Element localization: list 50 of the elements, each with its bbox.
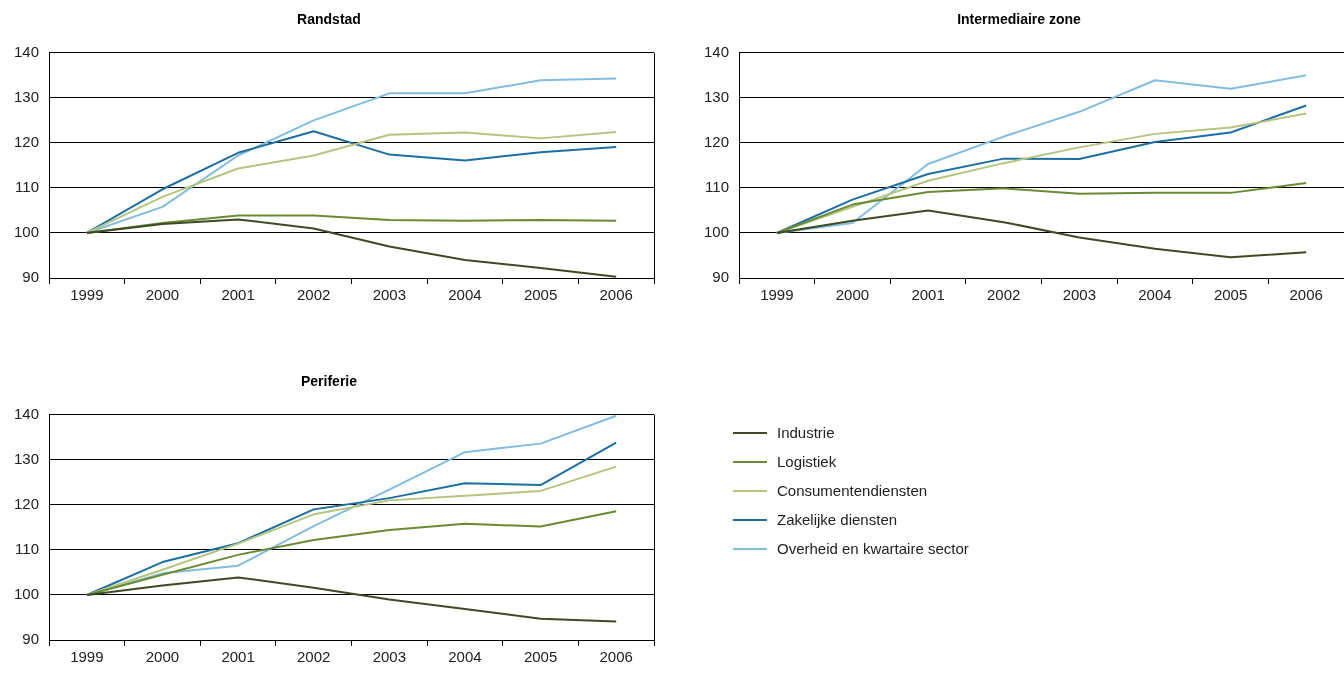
x-tick-label: 2004 <box>1138 286 1172 304</box>
x-tick-label: 2002 <box>297 648 331 666</box>
x-tick-label: 2004 <box>448 286 482 304</box>
x-tick-label: 1999 <box>760 286 794 304</box>
x-tick-label: 2001 <box>911 286 945 304</box>
x-tick-label: 2005 <box>1213 286 1248 304</box>
x-tick-label: 2006 <box>599 648 633 666</box>
y-tick-label: 90 <box>22 630 40 648</box>
x-tick-label: 1999 <box>70 648 104 666</box>
x-tick-label: 2003 <box>1062 286 1097 304</box>
x-tick-label: 2005 <box>523 286 558 304</box>
y-tick-label: 110 <box>15 540 40 558</box>
legend-label: Industrie <box>777 424 835 441</box>
y-tick-label: 120 <box>14 495 40 513</box>
x-tick-label: 1999 <box>70 286 104 304</box>
y-tick-label: 140 <box>14 42 40 60</box>
y-tick-label: 140 <box>704 42 730 60</box>
legend-label: Overheid en kwartaire sector <box>777 540 969 557</box>
y-tick-label: 130 <box>14 87 40 105</box>
x-tick-label: 2003 <box>372 648 407 666</box>
y-tick-label: 110 <box>15 178 40 196</box>
chart-title: Periferie <box>300 373 358 390</box>
x-tick-label: 2003 <box>372 286 407 304</box>
x-tick-label: 2002 <box>987 286 1021 304</box>
y-tick-label: 100 <box>14 223 40 241</box>
x-tick-label: 2000 <box>145 286 180 304</box>
chart-title: Randstad <box>297 11 361 28</box>
x-tick-label: 2004 <box>448 648 482 666</box>
legend-label: Zakelijke diensten <box>777 511 898 528</box>
y-tick-label: 110 <box>705 178 730 196</box>
x-tick-label: 2006 <box>1289 286 1323 304</box>
x-tick-label: 2005 <box>523 648 558 666</box>
y-tick-label: 100 <box>704 223 730 241</box>
chart-title: Intermediaire zone <box>957 11 1082 28</box>
x-tick-label: 2000 <box>145 648 180 666</box>
y-tick-label: 140 <box>14 404 40 422</box>
y-tick-label: 120 <box>14 133 40 151</box>
y-tick-label: 130 <box>14 449 40 467</box>
x-tick-label: 2002 <box>297 286 331 304</box>
y-tick-label: 100 <box>14 585 40 603</box>
y-tick-label: 90 <box>22 268 40 286</box>
y-tick-label: 90 <box>712 268 730 286</box>
legend-label: Logistiek <box>777 453 837 470</box>
x-tick-label: 2001 <box>221 648 255 666</box>
legend-label: Consumentendiensten <box>777 482 928 499</box>
x-tick-label: 2000 <box>835 286 870 304</box>
y-tick-label: 130 <box>704 87 730 105</box>
y-tick-label: 120 <box>704 133 730 151</box>
x-tick-label: 2006 <box>599 286 633 304</box>
x-tick-label: 2001 <box>221 286 255 304</box>
